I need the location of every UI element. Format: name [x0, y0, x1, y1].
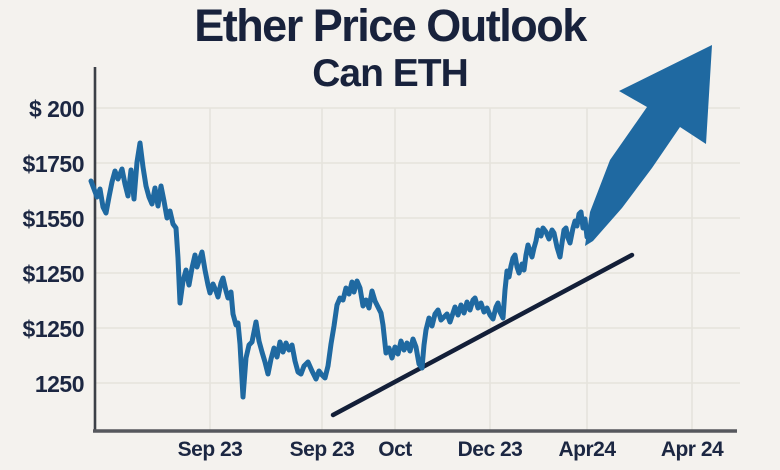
price-line: [88, 140, 590, 400]
page-title: Ether Price Outlook: [194, 0, 587, 51]
grid-layer: [95, 107, 740, 431]
trend-line: [330, 252, 635, 418]
up-arrow: [585, 45, 712, 246]
page-subtitle: Can ETH: [312, 52, 469, 95]
axis-layer: [93, 67, 737, 433]
